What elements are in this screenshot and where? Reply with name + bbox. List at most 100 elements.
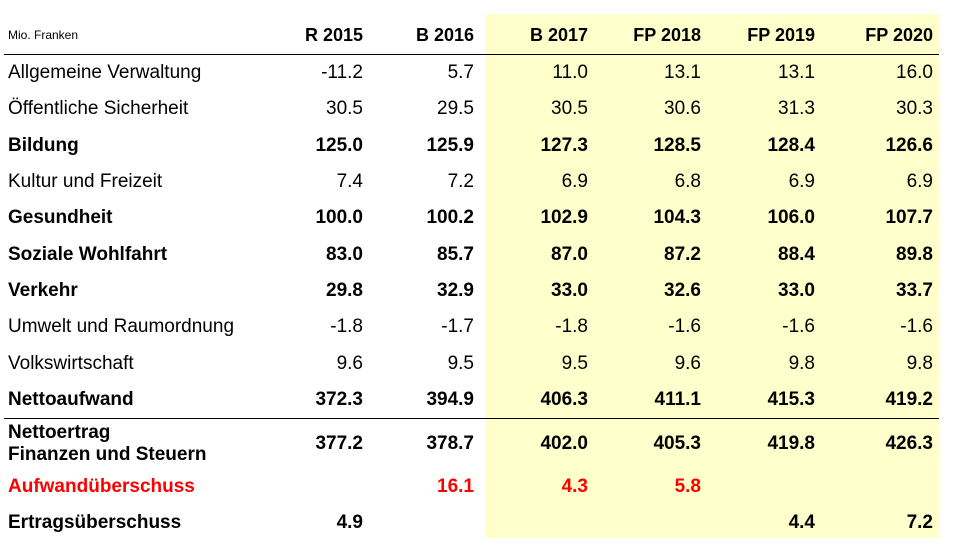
table-row: Verkehr 29.8 32.9 33.0 32.6 33.0 33.7 — [4, 273, 939, 309]
column-header: FP 2020 — [865, 24, 933, 45]
table-cell: -1.6 — [900, 316, 933, 338]
table-cell: -1.6 — [782, 316, 815, 338]
table-cell: 402.0 — [540, 432, 588, 454]
row-label: Ertragsüberschuss — [8, 512, 182, 534]
table-cell: 85.7 — [437, 243, 474, 265]
table-cell: 33.7 — [896, 279, 933, 301]
row-label: Aufwandüberschuss — [8, 476, 195, 498]
table-cell — [594, 505, 707, 541]
table-cell: 372.3 — [315, 388, 363, 410]
table-cell: 125.9 — [426, 134, 474, 156]
table-cell: 6.9 — [561, 171, 588, 193]
table-cell: 128.5 — [653, 134, 701, 156]
row-label: Öffentliche Sicherheit — [8, 98, 189, 120]
column-header: FP 2018 — [633, 24, 701, 45]
table-cell: 415.3 — [767, 388, 815, 410]
table-cell: 9.6 — [336, 352, 363, 374]
table-cell: 7.2 — [906, 512, 933, 534]
table-cell: 127.3 — [540, 134, 588, 156]
table-row: Nettoaufwand 372.3 394.9 406.3 411.1 415.3 419… — [4, 382, 939, 419]
table-cell: 128.4 — [767, 134, 815, 156]
table-cell: -11.2 — [321, 62, 363, 84]
row-label: Allgemeine Verwaltung — [8, 62, 202, 84]
table-cell: 9.6 — [674, 352, 701, 374]
table-cell — [707, 469, 821, 505]
table-row: Umwelt und Raumordnung -1.8 -1.7 -1.8 -1.6 -1… — [4, 309, 939, 345]
table-cell: 378.7 — [426, 432, 474, 454]
table-row: Soziale Wohlfahrt 83.0 85.7 87.0 87.2 88.4 89.… — [4, 236, 939, 272]
table-cell: 4.9 — [336, 512, 363, 534]
table-cell: 16.1 — [437, 476, 474, 498]
table-cell: 125.0 — [315, 134, 363, 156]
table-cell: -1.7 — [441, 316, 474, 338]
budget-table: Mio. Franken R 2015 B 2016 B 2017 FP 201… — [4, 16, 939, 542]
table-row: Bildung 125.0 125.9 127.3 128.5 128.4 126.6 — [4, 128, 939, 164]
column-header: B 2017 — [529, 24, 588, 45]
table-cell: 13.1 — [664, 62, 701, 84]
table-cell: 9.8 — [788, 352, 815, 374]
table-cell: 107.7 — [885, 207, 933, 229]
row-label: Kultur und Freizeit — [8, 171, 163, 193]
table-cell: 426.3 — [885, 432, 933, 454]
table-cell: 100.0 — [315, 207, 363, 229]
table-cell: 87.2 — [664, 243, 701, 265]
column-header: B 2016 — [415, 24, 474, 45]
column-header: FP 2019 — [747, 24, 815, 45]
table-cell: -1.8 — [330, 316, 363, 338]
table-cell: 5.7 — [447, 62, 474, 84]
table-cell: 377.2 — [315, 432, 363, 454]
table-cell: 405.3 — [653, 432, 701, 454]
table-row: Ertragsüberschuss 4.9 4.4 7.2 — [4, 505, 939, 541]
table-cell: 33.0 — [551, 279, 588, 301]
table-cell: 100.2 — [426, 207, 474, 229]
table-cell: 106.0 — [767, 207, 815, 229]
table-cell: 102.9 — [540, 207, 588, 229]
table-cell: 89.8 — [896, 243, 933, 265]
table-cell: 419.8 — [767, 432, 815, 454]
row-label: Gesundheit — [8, 207, 113, 229]
table-row: Öffentliche Sicherheit 30.5 29.5 30.5 30.6 31… — [4, 91, 939, 127]
table-cell: 29.5 — [437, 98, 474, 120]
table-cell: 9.5 — [447, 352, 474, 374]
table-cell: 419.2 — [885, 388, 933, 410]
table-cell: 30.6 — [664, 98, 701, 120]
table-cell: 87.0 — [551, 243, 588, 265]
table-cell: 6.9 — [788, 171, 815, 193]
row-label: Umwelt und Raumordnung — [8, 316, 235, 338]
table-cell: 30.5 — [326, 98, 363, 120]
row-label: Nettoaufwand — [8, 388, 134, 410]
table-cell: -1.6 — [668, 316, 701, 338]
table-cell: 32.6 — [664, 279, 701, 301]
table-cell: 4.3 — [561, 476, 588, 498]
table-row: Nettoertrag Finanzen und Steuern 377.2 378… — [4, 418, 939, 469]
table-cell: 16.0 — [896, 62, 933, 84]
table-cell: 7.4 — [336, 171, 363, 193]
table-cell: 4.4 — [788, 512, 815, 534]
table-cell — [369, 505, 480, 541]
table-cell: 30.5 — [551, 98, 588, 120]
row-label: Nettoertrag Finanzen und Steuern — [8, 421, 207, 465]
column-header: R 2015 — [304, 24, 363, 45]
table-cell: 5.8 — [674, 476, 701, 498]
table-cell — [258, 469, 369, 505]
table-row: Kultur und Freizeit 7.4 7.2 6.9 6.8 6.9 6.9 — [4, 164, 939, 200]
row-label: Verkehr — [8, 279, 78, 301]
table-cell: 29.8 — [326, 279, 363, 301]
table-row: Aufwandüberschuss 16.1 4.3 5.8 — [4, 469, 939, 505]
table-cell: 6.9 — [906, 171, 933, 193]
table-cell: 7.2 — [447, 171, 474, 193]
table-row: Allgemeine Verwaltung -11.2 5.7 11.0 13.1 13.… — [4, 55, 939, 92]
table-cell: 88.4 — [778, 243, 815, 265]
table-cell: 32.9 — [437, 279, 474, 301]
header-row: Mio. Franken R 2015 B 2016 B 2017 FP 201… — [4, 16, 939, 55]
table-cell: 13.1 — [778, 62, 815, 84]
table-cell: -1.8 — [555, 316, 588, 338]
table-cell: 126.6 — [885, 134, 933, 156]
table-cell: 9.8 — [906, 352, 933, 374]
table-cell — [480, 505, 594, 541]
table-cell: 6.8 — [674, 171, 701, 193]
table-cell: 31.3 — [778, 98, 815, 120]
row-label: Bildung — [8, 134, 79, 156]
table-cell: 411.1 — [654, 388, 702, 410]
table-cell: 11.0 — [552, 62, 588, 84]
